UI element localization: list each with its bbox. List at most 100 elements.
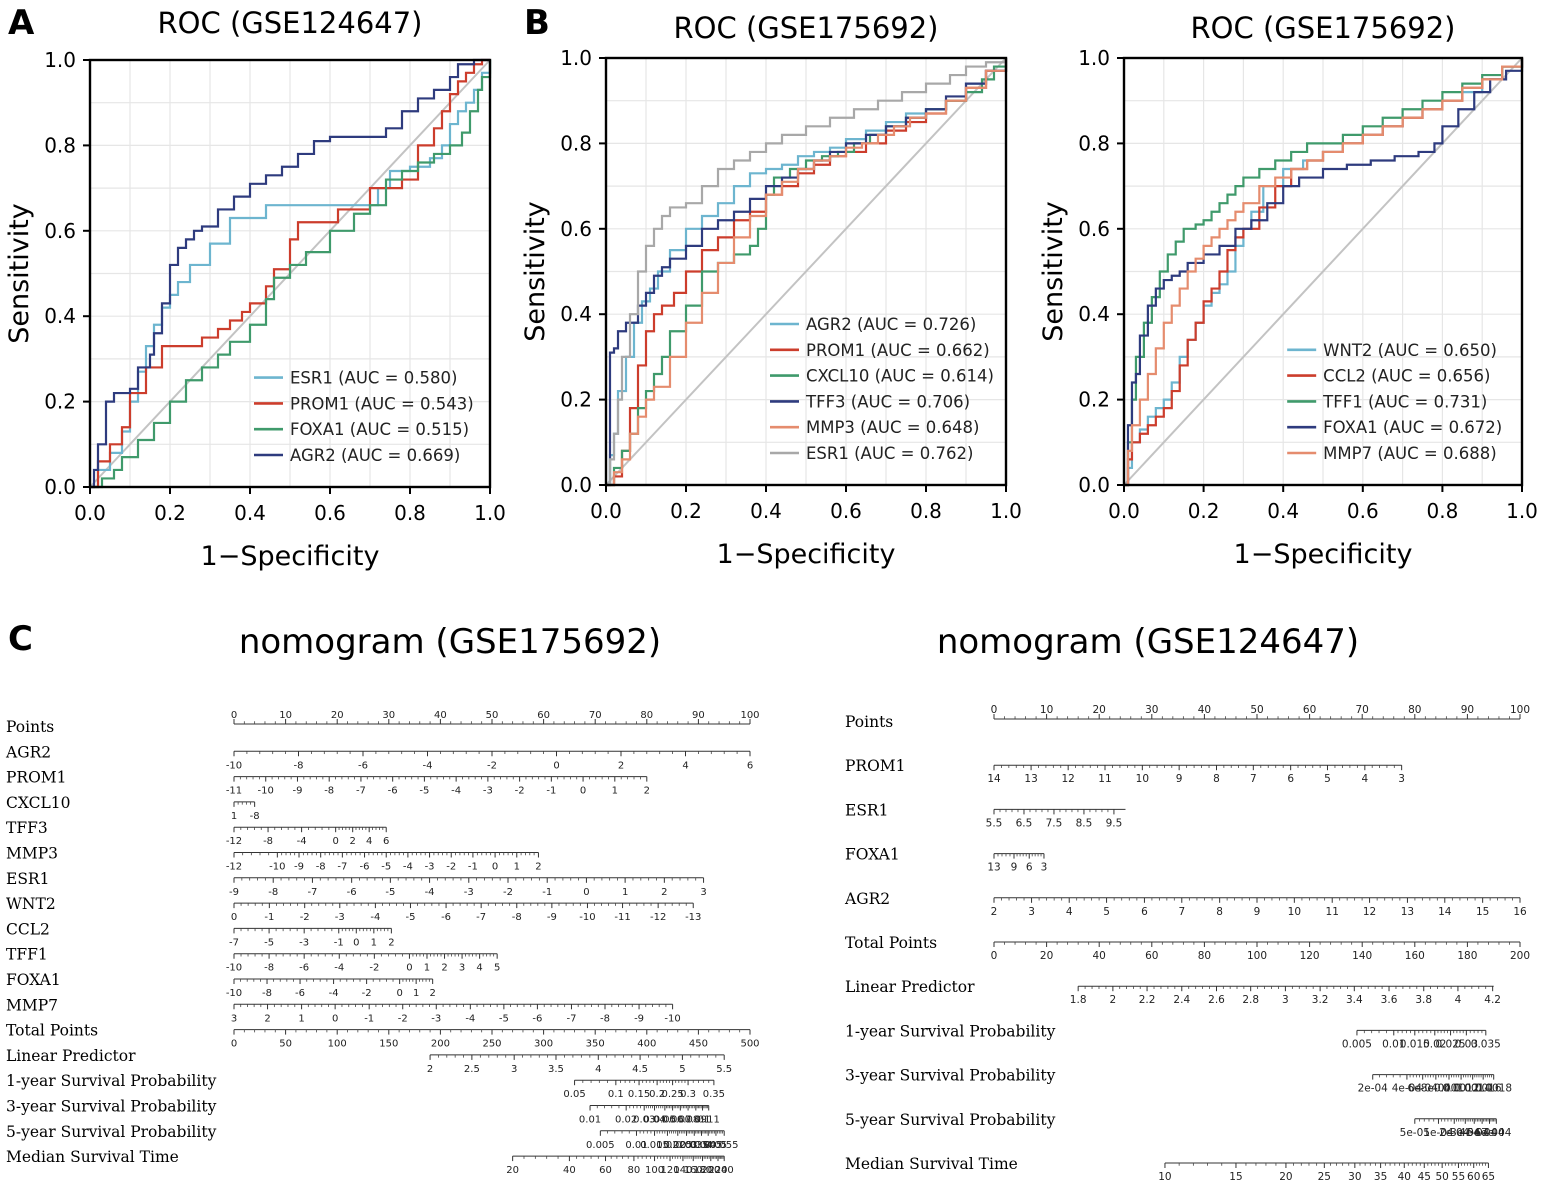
nomogram-row-label: Median Survival Time — [845, 1155, 1018, 1173]
nomogram-tick-label: -5 — [385, 887, 395, 898]
nomogram-tick-label: 6e-04 — [1408, 1083, 1439, 1095]
x-tick-label: 0.4 — [1267, 499, 1299, 523]
legend-label: CCL2 (AUC = 0.656) — [1323, 367, 1490, 386]
nomogram-tick-label: 8e-04 — [1421, 1083, 1452, 1095]
x-tick-label: 1.0 — [1506, 499, 1538, 523]
nomogram-tick-label: -10 — [664, 1013, 680, 1024]
nomogram-tick-label: 2.5 — [464, 1064, 480, 1075]
nomogram-tick-label: 4 — [366, 836, 372, 847]
nomogram-tick-label: 5.5 — [986, 817, 1003, 829]
x-tick-label: 0.8 — [394, 501, 426, 525]
nomogram-tick-label: 7 — [1178, 906, 1185, 918]
nomogram-tick-label: -8 — [264, 963, 274, 974]
nomogram-tick-label: 6 — [1026, 862, 1033, 874]
roc-curve-foxa1 — [90, 60, 492, 489]
nomogram-row-label: Total Points — [6, 1022, 98, 1040]
nomogram-row-label: CXCL10 — [6, 794, 71, 812]
y-axis-label: Sensitivity — [4, 203, 35, 344]
nomogram-tick-label: 1 — [514, 862, 520, 873]
nomogram-tick-label: 180 — [693, 1165, 712, 1176]
legend-label: PROM1 (AUC = 0.662) — [806, 341, 990, 360]
nomogram-tick-label: -13 — [685, 912, 701, 923]
nomogram-tick-label: 3.2 — [1312, 994, 1329, 1006]
nomogram-row-label: ESR1 — [6, 870, 49, 888]
legend-label: MMP7 (AUC = 0.688) — [1323, 444, 1496, 463]
nomogram-tick-label: 0 — [332, 1013, 338, 1024]
nomogram-tick-label: 3 — [1282, 994, 1289, 1006]
y-tick-label: 0.8 — [560, 131, 592, 155]
y-tick-label: 0.4 — [44, 304, 76, 328]
nomogram-tick-label: 3 — [231, 1013, 237, 1024]
nomogram-tick-label: 55 — [1452, 1171, 1465, 1181]
nomogram-tick-label: -10 — [579, 912, 595, 923]
chart-title: ROC (GSE124647) — [158, 6, 423, 40]
nomogram-tick-label: -8 — [294, 760, 304, 771]
nomogram-tick-label: -7 — [229, 937, 239, 948]
nomogram-tick-label: 0.001 — [1434, 1083, 1464, 1095]
nomogram-tick-label: 0.01 — [1382, 1038, 1405, 1050]
nomogram-tick-label: 0.02 — [1423, 1038, 1446, 1050]
nomogram-tick-label: 0.05 — [563, 1089, 585, 1100]
roc-curve-prom1 — [90, 58, 490, 489]
nomogram-tick-label: 60 — [537, 710, 550, 721]
nomogram-tick-label: -8 — [268, 887, 278, 898]
nomogram-tick-label: 6 — [1141, 906, 1148, 918]
x-tick-label: 0.4 — [750, 499, 782, 523]
nomogram-tick-label: 35 — [1374, 1171, 1387, 1181]
nomogram-tick-label: 60 — [599, 1165, 612, 1176]
nomogram-tick-label: -6 — [441, 912, 451, 923]
nomogram-tick-label: 0 — [231, 1039, 237, 1050]
legend-label: MMP3 (AUC = 0.648) — [806, 418, 979, 437]
nomogram-tick-label: -3 — [483, 786, 493, 797]
nomogram-tick-label: -2 — [300, 912, 310, 923]
nomogram-tick-label: -6 — [299, 963, 309, 974]
nomogram-tick-label: 20 — [331, 710, 344, 721]
nomogram-tick-label: 6 — [747, 760, 753, 771]
nomogram-title: nomogram (GSE124647) — [937, 622, 1359, 662]
nomogram-tick-label: 13 — [987, 862, 1000, 874]
nomogram-tick-label: -5 — [419, 786, 429, 797]
y-tick-label: 0.2 — [1078, 388, 1110, 412]
y-axis-label: Sensitivity — [1038, 201, 1069, 342]
nomogram-tick-label: 0 — [553, 760, 559, 771]
nomogram-tick-label: 60 — [1467, 1171, 1480, 1181]
nomogram-tick-label: 0.03 — [675, 1140, 697, 1151]
x-tick-label: 0.6 — [1347, 499, 1379, 523]
nomogram-tick-label: 100 — [1247, 950, 1267, 962]
nomogram-tick-label: -8 — [262, 988, 272, 999]
nomogram-tick-label: 240 — [715, 1165, 734, 1176]
nomogram-tick-label: -4 — [297, 836, 307, 847]
nomogram-row-label: Median Survival Time — [6, 1148, 179, 1166]
nomogram-row-label: CCL2 — [6, 920, 50, 938]
roc-curve-agr2 — [606, 58, 1008, 487]
x-tick-label: 0.0 — [590, 499, 622, 523]
nomogram-tick-label: 7 — [1250, 773, 1257, 785]
nomogram-tick-label: 400 — [637, 1039, 656, 1050]
nomogram-tick-label: 0 — [332, 836, 338, 847]
nomogram-tick-label: 50 — [486, 710, 499, 721]
nomogram-tick-label: 120 — [660, 1165, 679, 1176]
nomogram-tick-label: 0.045 — [694, 1140, 723, 1151]
nomogram-tick-label: -7 — [476, 912, 486, 923]
nomogram-tick-label: 6 — [1287, 773, 1294, 785]
nomogram-tick-label: 50 — [1250, 704, 1263, 716]
x-tick-label: 1.0 — [990, 499, 1022, 523]
nomogram-tick-label: 2 — [427, 1064, 433, 1075]
nomogram-tick-label: -3 — [464, 887, 474, 898]
nomogram-tick-label: 25 — [1318, 1171, 1331, 1181]
legend-label: WNT2 (AUC = 0.650) — [1323, 341, 1497, 360]
nomogram-title: nomogram (GSE175692) — [239, 622, 661, 662]
nomogram-tick-label: -8 — [250, 811, 260, 822]
nomogram-tick-label: 40 — [563, 1165, 576, 1176]
nomogram-tick-label: -9 — [292, 786, 302, 797]
nomogram-tick-label: 40 — [1198, 704, 1211, 716]
nomogram-row-label: 1-year Survival Probability — [6, 1072, 217, 1090]
nomogram-tick-label: 5e-04 — [1467, 1127, 1498, 1139]
y-tick-label: 0.6 — [560, 217, 592, 241]
nomogram-tick-label: -3 — [335, 912, 345, 923]
nomogram-tick-label: 1 — [413, 988, 419, 999]
nomogram-tick-label: 3.5 — [548, 1064, 564, 1075]
x-tick-label: 0.2 — [670, 499, 702, 523]
nomogram-tick-label: 0.11 — [698, 1115, 720, 1126]
